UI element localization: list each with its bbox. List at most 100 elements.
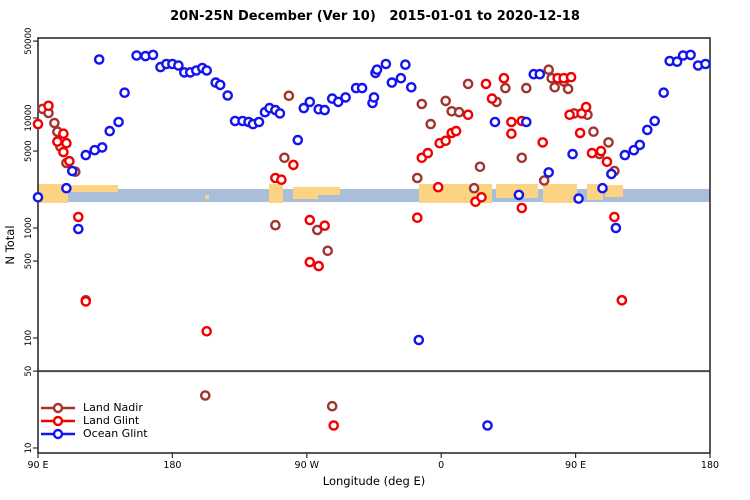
data-point-ocean-glint xyxy=(482,420,493,431)
data-point-ocean-glint xyxy=(340,92,351,103)
data-point-land-nadir xyxy=(500,82,511,94)
data-point-land-nadir xyxy=(543,64,555,75)
data-point-land-glint xyxy=(516,202,528,214)
data-point-ocean-glint xyxy=(700,58,711,70)
map-land-patch xyxy=(318,187,340,195)
data-point-land-glint xyxy=(616,294,628,306)
data-point-land-glint xyxy=(565,71,577,83)
data-point-land-nadir xyxy=(538,175,550,186)
data-point-land-glint xyxy=(58,146,69,158)
data-point-land-glint xyxy=(201,325,212,337)
data-point-land-glint xyxy=(537,137,549,148)
data-point-land-glint xyxy=(58,128,69,139)
x-axis-title: Longitude (deg E) xyxy=(322,474,426,488)
x-tick-label: 180 xyxy=(701,460,719,471)
map-land-patch xyxy=(269,184,283,203)
data-point-ocean-glint xyxy=(513,189,525,201)
data-point-land-nadir xyxy=(474,161,486,173)
data-point-land-glint xyxy=(586,147,598,159)
legend-item-land-glint: Land Glint xyxy=(40,414,148,427)
data-point-ocean-glint xyxy=(292,134,304,146)
data-point-land-nadir xyxy=(425,118,437,130)
data-point-land-glint xyxy=(288,159,299,171)
data-point-ocean-glint xyxy=(93,54,105,65)
data-point-land-nadir xyxy=(453,106,465,118)
data-point-ocean-glint xyxy=(386,77,398,88)
data-point-land-nadir xyxy=(416,98,428,110)
data-point-land-nadir xyxy=(199,390,211,401)
data-point-ocean-glint xyxy=(356,82,368,94)
data-point-land-nadir xyxy=(283,90,295,102)
data-point-ocean-glint xyxy=(253,116,265,128)
data-point-land-glint xyxy=(80,296,92,307)
data-point-land-nadir xyxy=(549,82,561,93)
data-point-land-glint xyxy=(319,220,331,231)
y-tick-label: 500 xyxy=(24,253,34,269)
data-point-land-glint xyxy=(506,116,517,128)
y-tick-label: 100 xyxy=(24,330,34,346)
data-point-ocean-glint xyxy=(567,148,578,160)
data-point-land-nadir xyxy=(411,172,423,184)
data-point-land-glint xyxy=(276,174,287,185)
data-point-ocean-glint xyxy=(642,124,653,136)
data-point-land-nadir xyxy=(521,82,532,94)
data-point-land-glint xyxy=(64,155,75,167)
data-point-land-nadir xyxy=(49,117,60,129)
data-point-ocean-glint xyxy=(405,82,417,93)
data-point-ocean-glint xyxy=(274,108,286,119)
y-tick-label: 10 xyxy=(24,443,34,454)
data-point-land-nadir xyxy=(311,224,323,236)
data-point-land-glint xyxy=(32,118,44,130)
legend-marker-icon xyxy=(41,402,75,413)
data-point-ocean-glint xyxy=(573,193,584,204)
map-land-patch xyxy=(543,184,577,203)
data-point-land-nadir xyxy=(562,83,574,95)
x-tick-label: 90 E xyxy=(27,460,48,471)
x-tick-label: 90 W xyxy=(295,460,320,471)
data-point-ocean-glint xyxy=(521,116,532,128)
data-point-ocean-glint xyxy=(400,59,411,70)
data-point-land-nadir xyxy=(326,400,338,412)
y-tick-label: 50000 xyxy=(24,28,34,55)
map-land-patch xyxy=(38,184,68,203)
legend-label: Land Glint xyxy=(83,414,140,427)
data-point-land-glint xyxy=(304,214,316,226)
legend-item-land-nadir: Land Nadir xyxy=(40,401,148,414)
data-point-ocean-glint xyxy=(671,56,683,68)
data-point-ocean-glint xyxy=(104,125,115,137)
data-point-land-glint xyxy=(304,256,316,268)
data-point-ocean-glint xyxy=(147,49,159,61)
data-point-ocean-glint xyxy=(67,165,78,177)
data-point-land-glint xyxy=(73,211,84,223)
y-tick-label: 1000 xyxy=(24,217,34,239)
data-point-land-nadir xyxy=(516,152,528,164)
data-point-land-nadir xyxy=(588,126,599,137)
data-point-ocean-glint xyxy=(214,79,226,91)
y-axis-title: N Total xyxy=(3,225,17,265)
legend-label: Land Nadir xyxy=(83,401,143,414)
x-tick-label: 180 xyxy=(163,460,181,471)
data-point-land-glint xyxy=(564,109,575,121)
data-point-ocean-glint xyxy=(395,72,407,84)
data-point-land-nadir xyxy=(603,137,614,148)
data-point-land-glint xyxy=(313,260,325,272)
data-point-land-glint xyxy=(61,137,72,149)
data-point-land-glint xyxy=(411,212,423,223)
y-tick-label: 5000 xyxy=(24,140,34,162)
map-land-patch xyxy=(605,185,623,197)
data-point-land-glint xyxy=(486,93,498,104)
data-point-ocean-glint xyxy=(201,65,212,76)
data-point-land-glint xyxy=(440,135,452,147)
legend-marker-icon xyxy=(41,415,75,426)
data-point-ocean-glint xyxy=(298,102,310,114)
data-point-land-glint xyxy=(52,136,63,147)
data-point-land-glint xyxy=(574,127,586,139)
data-point-land-nadir xyxy=(462,78,474,90)
data-point-ocean-glint xyxy=(61,182,72,194)
data-point-ocean-glint xyxy=(173,60,184,71)
data-point-land-nadir xyxy=(322,245,334,257)
data-point-land-glint xyxy=(328,420,340,431)
y-tick-label: 50 xyxy=(24,366,34,377)
plot-box xyxy=(37,37,711,454)
